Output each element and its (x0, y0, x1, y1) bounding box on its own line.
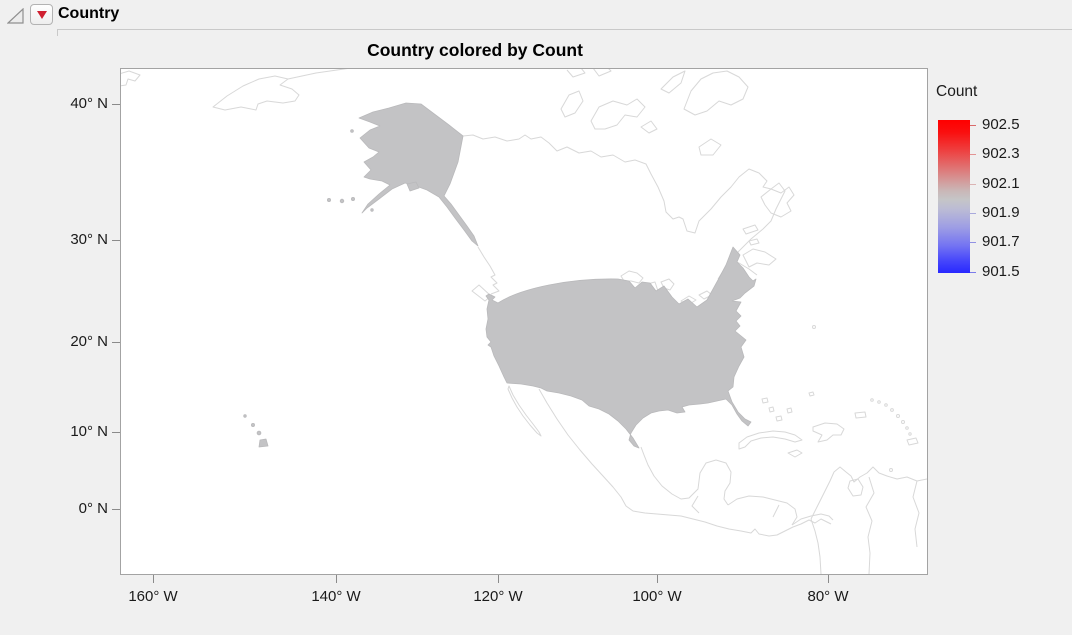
map-region-arctic-islet-1 (566, 69, 586, 78)
legend-tick (970, 184, 976, 185)
report-title: Country (58, 5, 120, 22)
map-canvas (121, 69, 927, 574)
map-region-puerto-rico (854, 411, 867, 419)
map-region-bc-coast (477, 246, 500, 295)
legend-tick-label: 901.7 (982, 233, 1020, 250)
map-region-king-william-island (640, 120, 658, 134)
graph-title: Country colored by Count (367, 40, 583, 60)
map-region-margarita (889, 468, 893, 472)
y-tick (112, 509, 120, 510)
header-underline-notch (57, 29, 58, 36)
map-plot-area[interactable] (120, 68, 928, 575)
map-region-baffin-island (683, 70, 749, 116)
map-region-diomede[interactable] (350, 129, 354, 133)
x-tick (828, 575, 829, 583)
x-tick (657, 575, 658, 583)
y-tick-label: 10° N (70, 423, 108, 440)
map-region-panama-coast (791, 513, 834, 526)
legend-tick-label: 901.5 (982, 263, 1020, 280)
map-region-somerset-island (660, 70, 686, 94)
x-tick (498, 575, 499, 583)
map-border-venezuela-east (912, 480, 920, 548)
map-region-banks-island (560, 90, 584, 118)
x-tick-label: 120° W (473, 588, 523, 605)
map-border-mexico-guatemala (691, 495, 700, 514)
red-triangle-menu-button[interactable] (30, 4, 53, 25)
x-tick (336, 575, 337, 583)
map-region-lake-maracaibo (847, 478, 864, 497)
legend-tick-label: 902.1 (982, 175, 1020, 192)
legend-tick (970, 213, 976, 214)
map-region-nova-scotia (742, 248, 777, 268)
legend-tick (970, 242, 976, 243)
y-tick-label: 40° N (70, 95, 108, 112)
map-region-chukotka (212, 75, 300, 111)
map-border-colombia-venezuela (865, 476, 875, 574)
x-tick-label: 140° W (311, 588, 361, 605)
map-region-wrangel-island (121, 70, 141, 87)
map-region-colombia-pacific (810, 518, 822, 574)
map-region-chukotka-coast (287, 69, 348, 80)
map-region-hispaniola (812, 422, 845, 443)
header-underline (57, 29, 1072, 30)
map-border-honduras-nicaragua (772, 504, 780, 518)
y-tick (112, 342, 120, 343)
map-region-newfoundland (760, 186, 795, 218)
y-tick (112, 432, 120, 433)
map-region-pei (748, 238, 760, 246)
legend-tick-label: 902.3 (982, 145, 1020, 162)
disclosure-triangle-icon[interactable] (7, 8, 25, 24)
y-tick (112, 240, 120, 241)
map-region-south-america-coast (810, 466, 927, 520)
map-region-us-lower48[interactable] (485, 246, 757, 449)
y-tick-label: 20° N (70, 333, 108, 350)
map-region-honduras-coast (727, 495, 798, 526)
map-region-southampton-island (698, 138, 722, 156)
map-region-baja-california (507, 385, 542, 437)
map-region-jamaica (787, 449, 803, 458)
x-tick-label: 160° W (128, 588, 178, 605)
map-region-arctic-islet-2 (593, 69, 612, 77)
map-region-kodiak[interactable] (406, 181, 420, 192)
x-tick (153, 575, 154, 583)
legend-tick (970, 154, 976, 155)
legend-tick (970, 125, 976, 126)
x-tick-label: 100° W (632, 588, 682, 605)
y-tick-label: 0° N (78, 500, 108, 517)
report-header: Country (0, 0, 1072, 36)
map-region-canada-mainland (462, 134, 786, 280)
map-region-anticosti (742, 224, 759, 235)
legend-gradient-bar[interactable] (938, 120, 970, 273)
red-triangle-icon (36, 10, 47, 19)
map-region-mexico-gulf-coast (640, 446, 732, 506)
map-region-bahamas (761, 391, 815, 422)
map-region-mexico-pacific-coast (538, 388, 832, 537)
map-region-hawaii[interactable] (243, 414, 269, 448)
map-region-bermuda (812, 325, 816, 329)
y-tick (112, 104, 120, 105)
legend-title: Count (936, 83, 978, 100)
x-tick-label: 80° W (807, 588, 849, 605)
map-region-victoria-island (590, 98, 646, 130)
legend-tick-label: 902.5 (982, 116, 1020, 133)
legend-tick (970, 272, 976, 273)
map-region-aleutians[interactable] (326, 196, 374, 212)
map-region-cuba (738, 430, 803, 450)
map-region-lesser-antilles (870, 398, 912, 436)
map-region-trinidad (906, 437, 919, 446)
map-region-alaska[interactable] (358, 102, 479, 247)
legend-tick-label: 901.9 (982, 204, 1020, 221)
y-tick-label: 30° N (70, 231, 108, 248)
